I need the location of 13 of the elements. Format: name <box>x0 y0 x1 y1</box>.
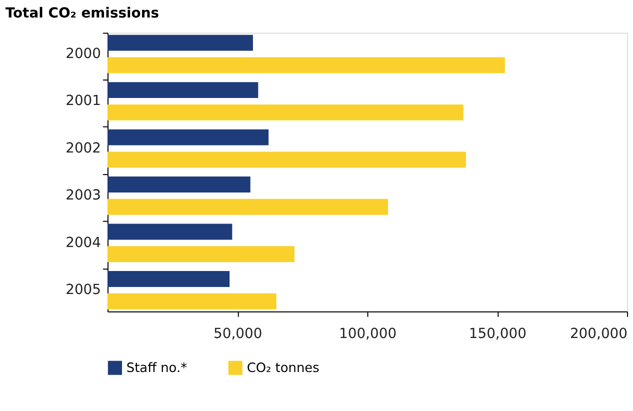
y-tick-label: 2000 <box>66 46 102 62</box>
x-tick-label: 150,000 <box>468 326 526 342</box>
x-tick-label: 100,000 <box>338 326 397 342</box>
chart-title: Total CO₂ emissions <box>5 5 160 22</box>
x-tick-label: 200,000 <box>570 326 628 342</box>
y-tick-label: 2002 <box>66 140 102 156</box>
legend-label: Staff no.* <box>126 360 188 376</box>
x-tick-label: 50,000 <box>214 326 262 342</box>
y-tick-label: 2004 <box>66 234 102 251</box>
y-tick-label: 2005 <box>66 282 102 298</box>
legend-label: CO₂ tonnes <box>246 360 320 376</box>
y-tick-label: 2003 <box>66 188 102 204</box>
y-tick-label: 2001 <box>66 93 102 110</box>
